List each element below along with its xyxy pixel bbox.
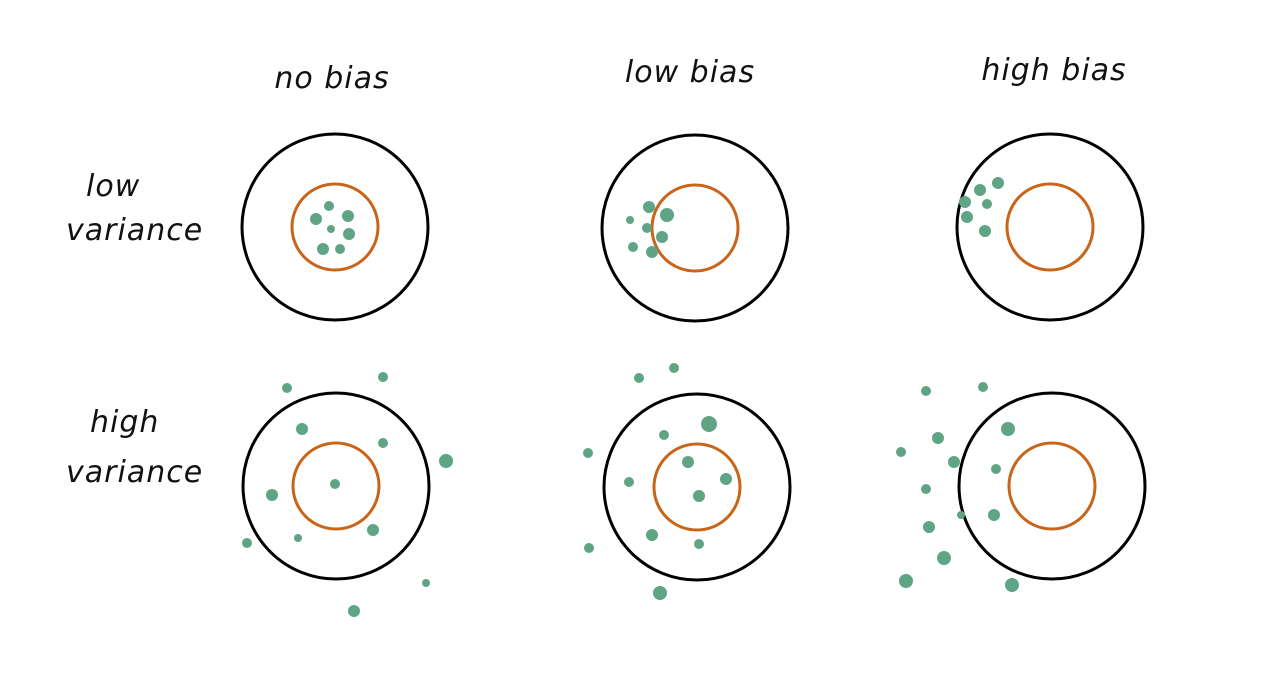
sample-dot: [642, 223, 652, 233]
inner-ring: [652, 442, 742, 532]
sample-dot: [310, 213, 322, 225]
sample-dot: [624, 477, 634, 487]
outer-ring: [602, 392, 792, 582]
outer-ring: [957, 391, 1147, 581]
inner-ring: [1005, 182, 1095, 272]
sample-dot: [584, 543, 594, 553]
sample-dot: [324, 201, 334, 211]
sample-dot: [646, 529, 658, 541]
sample-dot: [266, 489, 278, 501]
sample-dot: [921, 484, 931, 494]
inner-ring: [1007, 441, 1097, 531]
sample-dot: [294, 534, 302, 542]
row-label-low-line1: low: [86, 169, 140, 204]
sample-dot: [317, 243, 329, 255]
sample-dot: [378, 372, 388, 382]
row-label-high-line2: variance: [66, 455, 203, 490]
target-r1c0: [241, 372, 453, 617]
sample-dot: [1005, 578, 1019, 592]
sample-dot: [1001, 422, 1015, 436]
sample-dot: [342, 210, 354, 222]
sample-dot: [896, 447, 906, 457]
sample-dot: [646, 246, 658, 258]
sample-dot: [720, 473, 732, 485]
sample-dot: [327, 225, 335, 233]
sample-dot: [694, 539, 704, 549]
sample-dot: [978, 382, 988, 392]
inner-ring: [290, 182, 380, 272]
sample-dot: [959, 196, 971, 208]
sample-dot: [242, 538, 252, 548]
inner-ring: [291, 441, 381, 531]
sample-dot: [988, 509, 1000, 521]
sample-dot: [899, 574, 913, 588]
target-r1c2: [896, 382, 1147, 592]
sample-dot: [330, 479, 340, 489]
sample-dot: [660, 208, 674, 222]
sample-dot: [669, 363, 679, 373]
sample-dot: [693, 490, 705, 502]
sample-dot: [948, 456, 960, 468]
row-label-high-line1: high: [90, 405, 159, 440]
sample-dot: [626, 216, 634, 224]
column-label-no-bias: no bias: [274, 61, 389, 96]
sample-dot: [937, 551, 951, 565]
sample-dot: [335, 244, 345, 254]
sample-dot: [957, 511, 965, 519]
sample-dot: [659, 430, 669, 440]
target-r0c0: [240, 132, 430, 322]
sample-dot: [348, 605, 360, 617]
sample-dot: [439, 454, 453, 468]
sample-dot: [974, 184, 986, 196]
sample-dot: [656, 231, 668, 243]
sample-dot: [991, 464, 1001, 474]
sample-dot: [296, 423, 308, 435]
sample-dot: [961, 211, 973, 223]
sample-dot: [923, 521, 935, 533]
target-r1c1: [583, 363, 792, 600]
targets-layer: [240, 132, 1147, 617]
sample-dot: [378, 438, 388, 448]
outer-ring: [955, 132, 1145, 322]
sample-dot: [932, 432, 944, 444]
outer-ring: [241, 391, 431, 581]
sample-dot: [682, 456, 694, 468]
sample-dot: [979, 225, 991, 237]
sample-dot: [628, 242, 638, 252]
outer-ring: [600, 133, 790, 323]
sample-dot: [422, 579, 430, 587]
sample-dot: [583, 448, 593, 458]
sample-dot: [643, 201, 655, 213]
sample-dot: [634, 373, 644, 383]
row-label-low-line2: variance: [66, 213, 203, 248]
outer-ring: [240, 132, 430, 322]
sample-dot: [921, 386, 931, 396]
sample-dot: [701, 416, 717, 432]
sample-dot: [992, 177, 1004, 189]
target-r0c2: [955, 132, 1145, 322]
sample-dot: [367, 524, 379, 536]
sample-dot: [343, 228, 355, 240]
sample-dot: [982, 199, 992, 209]
column-label-high-bias: high bias: [981, 53, 1126, 88]
sample-dot: [653, 586, 667, 600]
target-r0c1: [600, 133, 790, 323]
sample-dot: [282, 383, 292, 393]
column-label-low-bias: low bias: [625, 55, 755, 90]
inner-ring: [650, 183, 740, 273]
